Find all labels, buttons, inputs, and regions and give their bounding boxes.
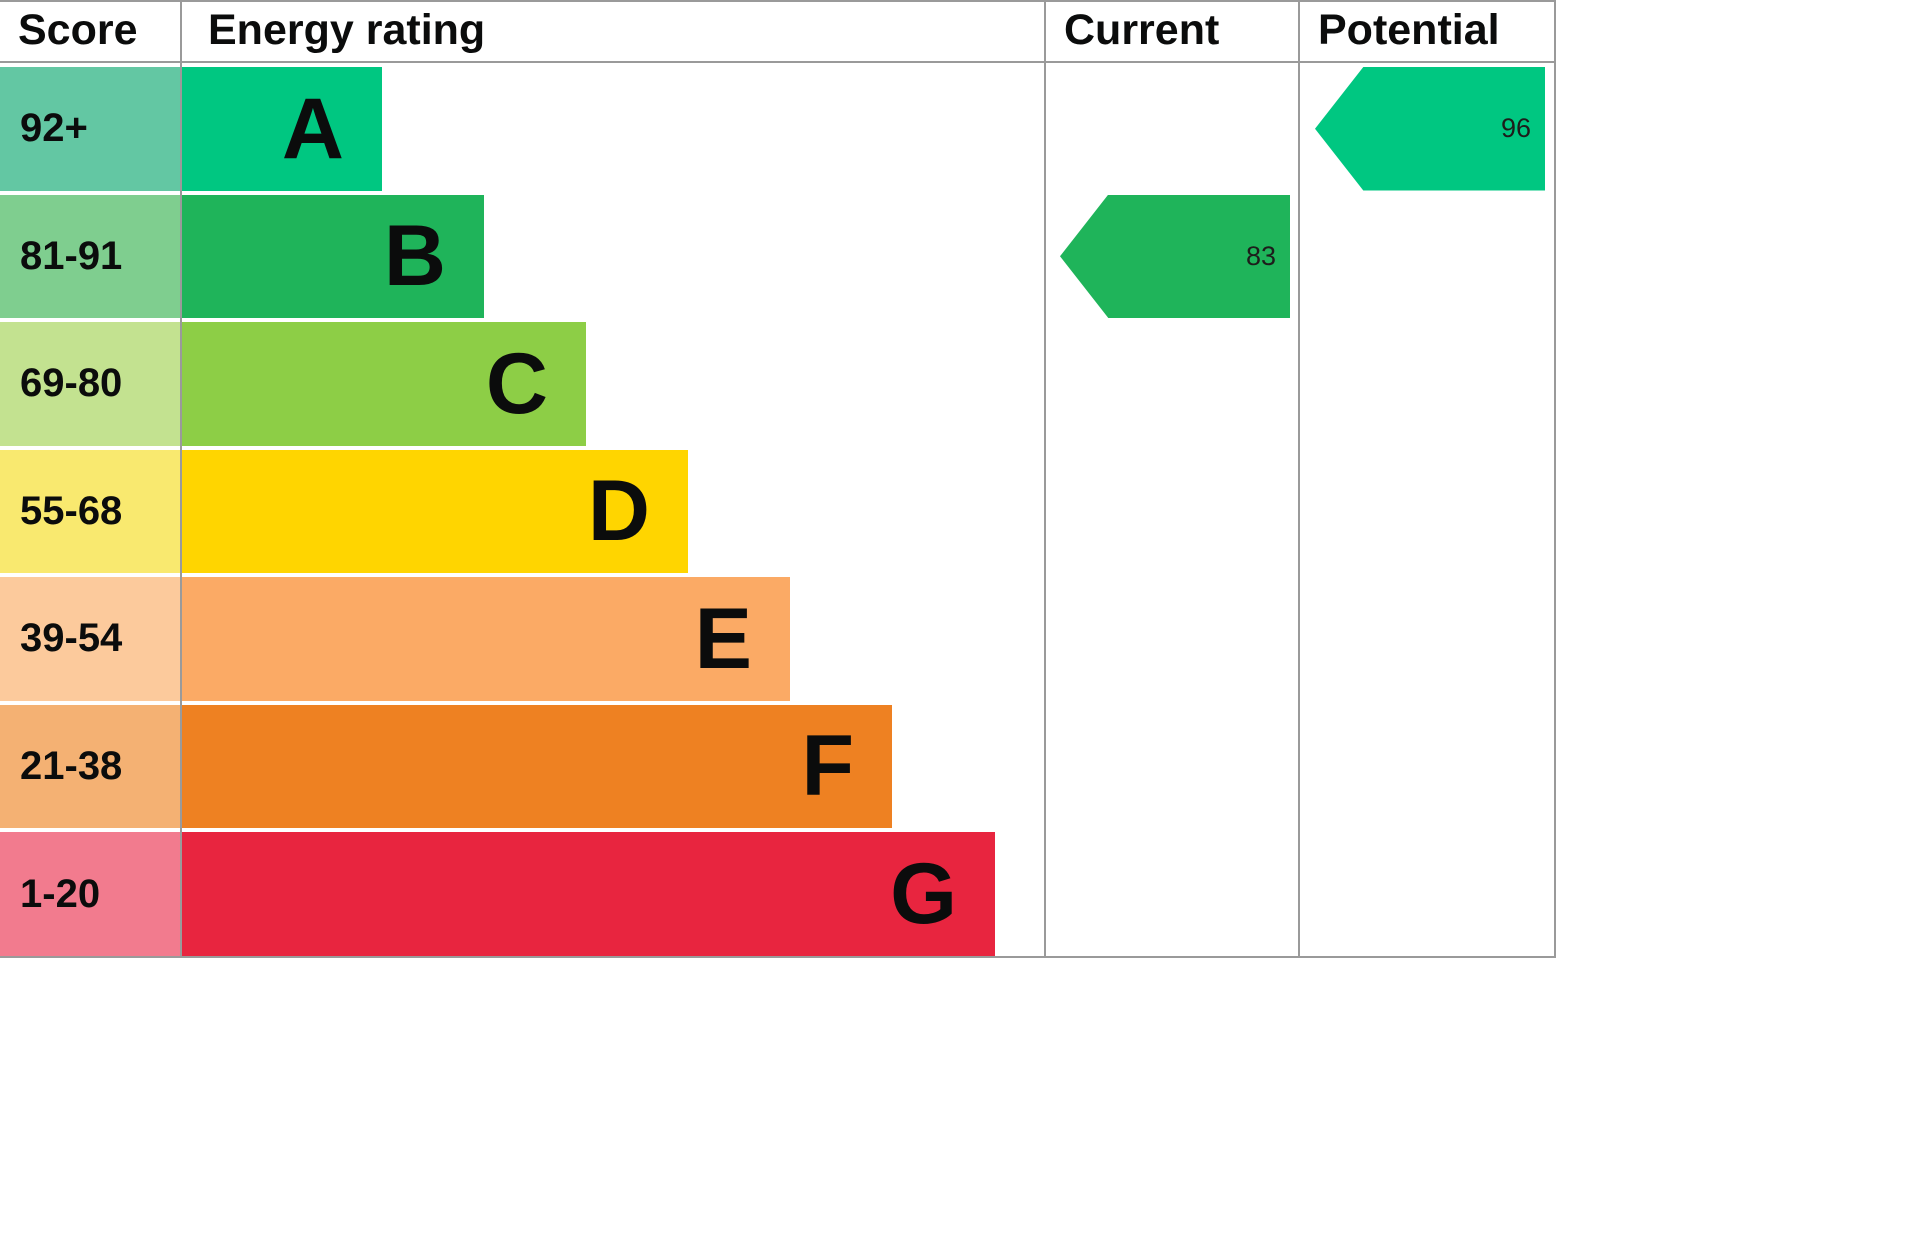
score-range-g: 1-20 (0, 832, 180, 956)
current-rating-arrow: 83 (1060, 194, 1290, 319)
band-row-d: 55-68 D (0, 446, 1045, 574)
potential-rating-value: 96 (1500, 113, 1531, 144)
score-range-b: 81-91 (0, 194, 180, 319)
divider-top (0, 0, 1556, 2)
band-row-a: 92+ A (0, 63, 1045, 191)
divider-header-bottom (0, 61, 1556, 63)
band-row-b: 81-91 B (0, 191, 1045, 319)
divider-bottom (0, 956, 1556, 958)
rating-bar-g: G (182, 832, 995, 956)
rating-bar-e: E (182, 577, 790, 701)
band-row-f: 21-38 F (0, 701, 1045, 829)
rating-letter-b: B (383, 208, 446, 305)
current-rating-value: 83 (1245, 240, 1276, 271)
score-range-f: 21-38 (0, 704, 180, 829)
rating-letter-f: F (801, 718, 854, 815)
rating-letter-d: D (587, 463, 650, 560)
rating-letter-e: E (694, 590, 752, 687)
header-current: Current (1064, 6, 1220, 54)
score-range-e: 39-54 (0, 577, 180, 701)
rating-bar-b: B (182, 194, 484, 319)
band-row-g: 1-20 G (0, 828, 1045, 956)
header-potential: Potential (1318, 6, 1500, 54)
rating-letter-c: C (485, 335, 548, 432)
epc-rating-chart: Score Energy rating Current Potential 92… (0, 0, 1556, 958)
rating-bar-f: F (182, 704, 892, 829)
divider-score-rating (180, 0, 182, 956)
divider-current-potential (1298, 0, 1300, 956)
divider-right-edge (1554, 0, 1556, 956)
score-range-d: 55-68 (0, 449, 180, 574)
rating-bar-a: A (182, 67, 382, 191)
rating-bar-c: C (182, 322, 586, 446)
potential-rating-arrow: 96 (1315, 67, 1545, 191)
rating-bar-d: D (182, 449, 688, 574)
band-row-c: 69-80 C (0, 318, 1045, 446)
score-range-a: 92+ (0, 67, 180, 191)
divider-rating-current (1044, 0, 1046, 956)
rating-bands: 92+ A 81-91 B 69-80 C 55-68 D 39-54 E 21-38 F 1-20 G (0, 63, 1045, 956)
rating-letter-a: A (281, 80, 344, 177)
header-score: Score (18, 6, 138, 54)
rating-letter-g: G (890, 846, 957, 943)
score-range-c: 69-80 (0, 322, 180, 446)
band-row-e: 39-54 E (0, 573, 1045, 701)
header-energy-rating: Energy rating (208, 6, 486, 54)
